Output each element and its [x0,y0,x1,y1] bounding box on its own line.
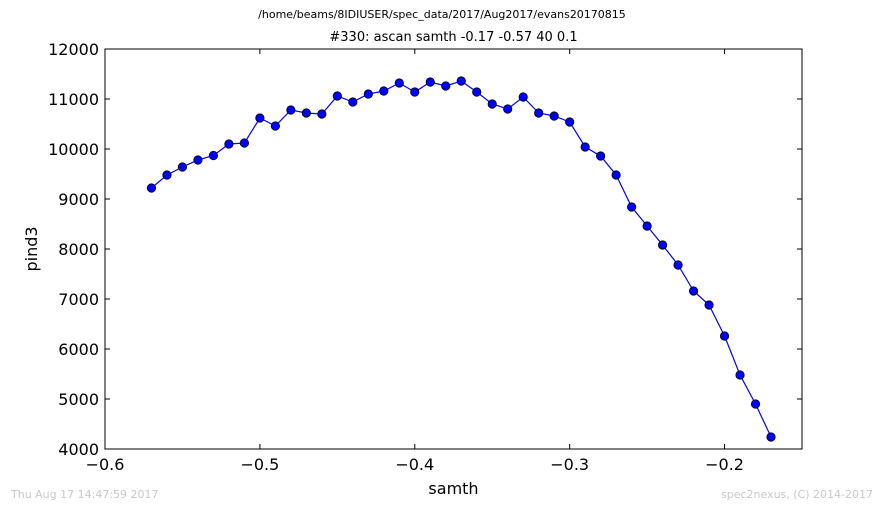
data-point [239,138,249,148]
data-point [611,170,621,180]
y-tick-label: 6000 [58,340,99,359]
footer-timestamp: Thu Aug 17 14:47:59 2017 [11,488,159,501]
y-tick-label: 8000 [58,240,99,259]
data-point [627,202,637,212]
file-path-title: /home/beams/8IDIUSER/spec_data/2017/Aug2… [258,8,626,21]
data-point [255,113,265,123]
data-point [410,87,420,97]
data-point [332,91,342,101]
data-point [503,104,513,114]
y-tick-label: 12000 [48,40,99,59]
data-point [394,78,404,88]
data-point [750,399,761,409]
y-tick-label: 4000 [58,440,99,459]
chart-title: #330: ascan samth -0.17 -0.57 40 0.1 [329,30,578,45]
plot-frame [104,48,803,450]
data-point [348,97,358,107]
data-point [565,117,575,127]
data-point [719,331,730,341]
data-point [177,162,188,172]
data-point [425,77,435,87]
x-tick-label: −0.2 [705,455,744,474]
data-point [472,87,482,97]
x-tick-label: −0.5 [240,455,279,474]
x-tick-label: −0.3 [550,455,589,474]
data-point [534,108,544,118]
data-point [146,183,157,193]
data-point [549,111,559,121]
data-point [704,300,714,310]
data-point [193,155,203,165]
data-point [162,170,172,180]
data-point [657,240,668,250]
data-point [456,76,466,86]
data-point [270,121,280,131]
data-point [688,286,699,296]
data-point [363,89,373,99]
x-tick-label: −0.6 [86,455,125,474]
data-point [673,260,683,270]
y-tick-label: 10000 [48,140,99,159]
x-tick-label: −0.4 [395,455,434,474]
y-tick-label: 11000 [48,90,99,109]
y-tick-label: 7000 [58,290,99,309]
data-point [379,86,389,96]
data-point [224,139,234,149]
y-tick-label: 5000 [58,390,99,409]
data-point [208,150,219,161]
series-line [151,80,772,438]
data-point [766,432,776,442]
data-point [735,370,745,380]
data-point [580,142,590,152]
data-point [441,81,451,91]
data-point [317,109,327,119]
data-point [286,105,296,115]
y-tick-label: 9000 [58,190,99,209]
x-axis-label: samth [428,479,478,498]
data-point [301,108,311,118]
data-point [596,151,606,161]
data-point [642,221,652,231]
footer-credit: spec2nexus, (C) 2014-2017 [721,488,873,501]
data-point [518,92,528,102]
data-point [487,99,497,109]
y-axis-label: pind3 [22,226,41,271]
